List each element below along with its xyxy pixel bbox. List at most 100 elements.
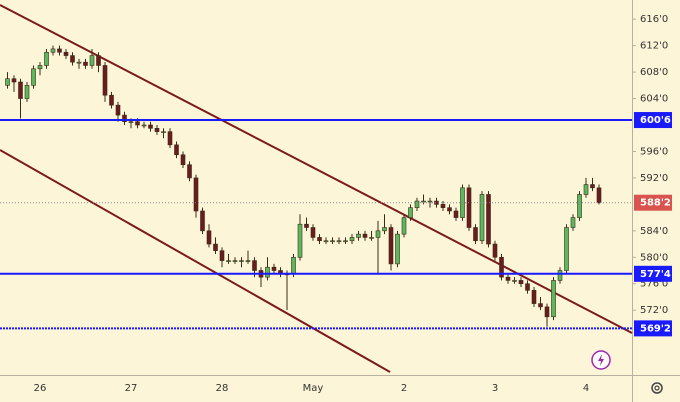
candle-body (122, 114, 127, 122)
candle-body (96, 55, 101, 66)
candle-body (50, 48, 56, 53)
level-label: 577'4 (640, 269, 671, 280)
level-label-box (634, 265, 672, 282)
candle-body (128, 121, 134, 123)
candle-body (401, 217, 407, 235)
y-tick-label: 596'0 (640, 146, 668, 157)
candle-body (479, 194, 485, 242)
candle-body (466, 187, 472, 228)
candle-body (408, 207, 413, 218)
candle-body (265, 266, 270, 278)
candle-body (206, 230, 212, 245)
candle-body (37, 65, 43, 70)
candle-body (213, 243, 218, 251)
candle-body (453, 210, 459, 218)
candle-body (538, 303, 543, 308)
candle-body (271, 266, 277, 271)
y-tick-label: 572'0 (640, 305, 668, 316)
candle-body (486, 194, 491, 245)
candle-body (161, 131, 166, 133)
alert-bolt[interactable] (598, 354, 604, 366)
candle-body (570, 217, 576, 228)
candle-body (219, 250, 225, 261)
candle-body (5, 78, 10, 86)
x-tick-label: May (303, 383, 324, 394)
candle-body (115, 104, 121, 116)
y-tick-label: 580'0 (640, 252, 668, 263)
level-label: 569'2 (640, 323, 671, 334)
level-label-box (634, 112, 672, 129)
level-label: 600'6 (640, 115, 671, 126)
candle-body (310, 227, 316, 238)
last-price-box (634, 194, 672, 211)
candle-body (245, 260, 251, 262)
last-price-label: 588'2 (640, 198, 671, 209)
candle-body (180, 154, 186, 165)
candle-body (154, 128, 160, 132)
candle-body (590, 184, 595, 189)
candle-body (362, 233, 368, 238)
candle-body (304, 223, 309, 228)
candle-body (505, 276, 511, 281)
candle-body (200, 210, 205, 232)
candle-body (512, 280, 517, 282)
candle-body (336, 240, 342, 243)
x-tick-label: 3 (492, 383, 498, 394)
candle-body (24, 85, 30, 99)
candle-body (356, 233, 361, 238)
candle-body (388, 227, 394, 265)
candle-body (239, 260, 244, 262)
candle-body (375, 230, 381, 238)
candle-body (369, 237, 374, 239)
x-tick-label: 4 (583, 383, 589, 394)
candle-body (343, 240, 348, 243)
candle-body (187, 164, 192, 179)
candle-body (447, 207, 452, 212)
candle-body (148, 124, 153, 129)
candle-body (135, 121, 140, 126)
candle-body (440, 204, 446, 208)
y-tick-label: 576'0 (640, 279, 668, 290)
x-tick-label: 2 (401, 383, 407, 394)
candle-body (323, 240, 329, 243)
candle-body (63, 51, 69, 56)
gear-hub[interactable] (654, 385, 660, 391)
candle-body (317, 237, 322, 242)
candle-body (70, 55, 75, 63)
candle-body (102, 65, 108, 96)
candle-body (473, 227, 478, 242)
candle-body (531, 290, 537, 304)
candle-body (109, 94, 114, 106)
candle-body (427, 200, 433, 203)
candle-body (557, 270, 563, 281)
alert-icon[interactable] (591, 350, 611, 370)
y-tick-label: 612'0 (640, 41, 668, 52)
candle-body (167, 131, 173, 146)
settings-icon[interactable] (651, 382, 663, 394)
candle-body (18, 81, 23, 99)
plot-area (0, 4, 633, 373)
candle-body (31, 68, 36, 86)
trend-line (0, 4, 633, 334)
candle-body (76, 61, 82, 64)
candle-body (83, 61, 88, 66)
candle-body (349, 237, 355, 242)
candle-body (596, 187, 602, 204)
candle-body (89, 55, 95, 66)
candle-body (141, 124, 147, 127)
candle-body (226, 260, 231, 262)
candle-body (395, 233, 400, 265)
candle-body (544, 306, 550, 318)
candle-body (232, 260, 238, 262)
gear[interactable] (651, 382, 663, 394)
candle-body (421, 200, 426, 203)
candle-body (518, 280, 524, 285)
candle-body (492, 243, 498, 258)
candle-body (291, 256, 296, 275)
candle-body (382, 227, 387, 232)
candle-body (330, 240, 335, 243)
x-tick-label: 27 (125, 383, 138, 394)
candle-body (44, 51, 49, 66)
